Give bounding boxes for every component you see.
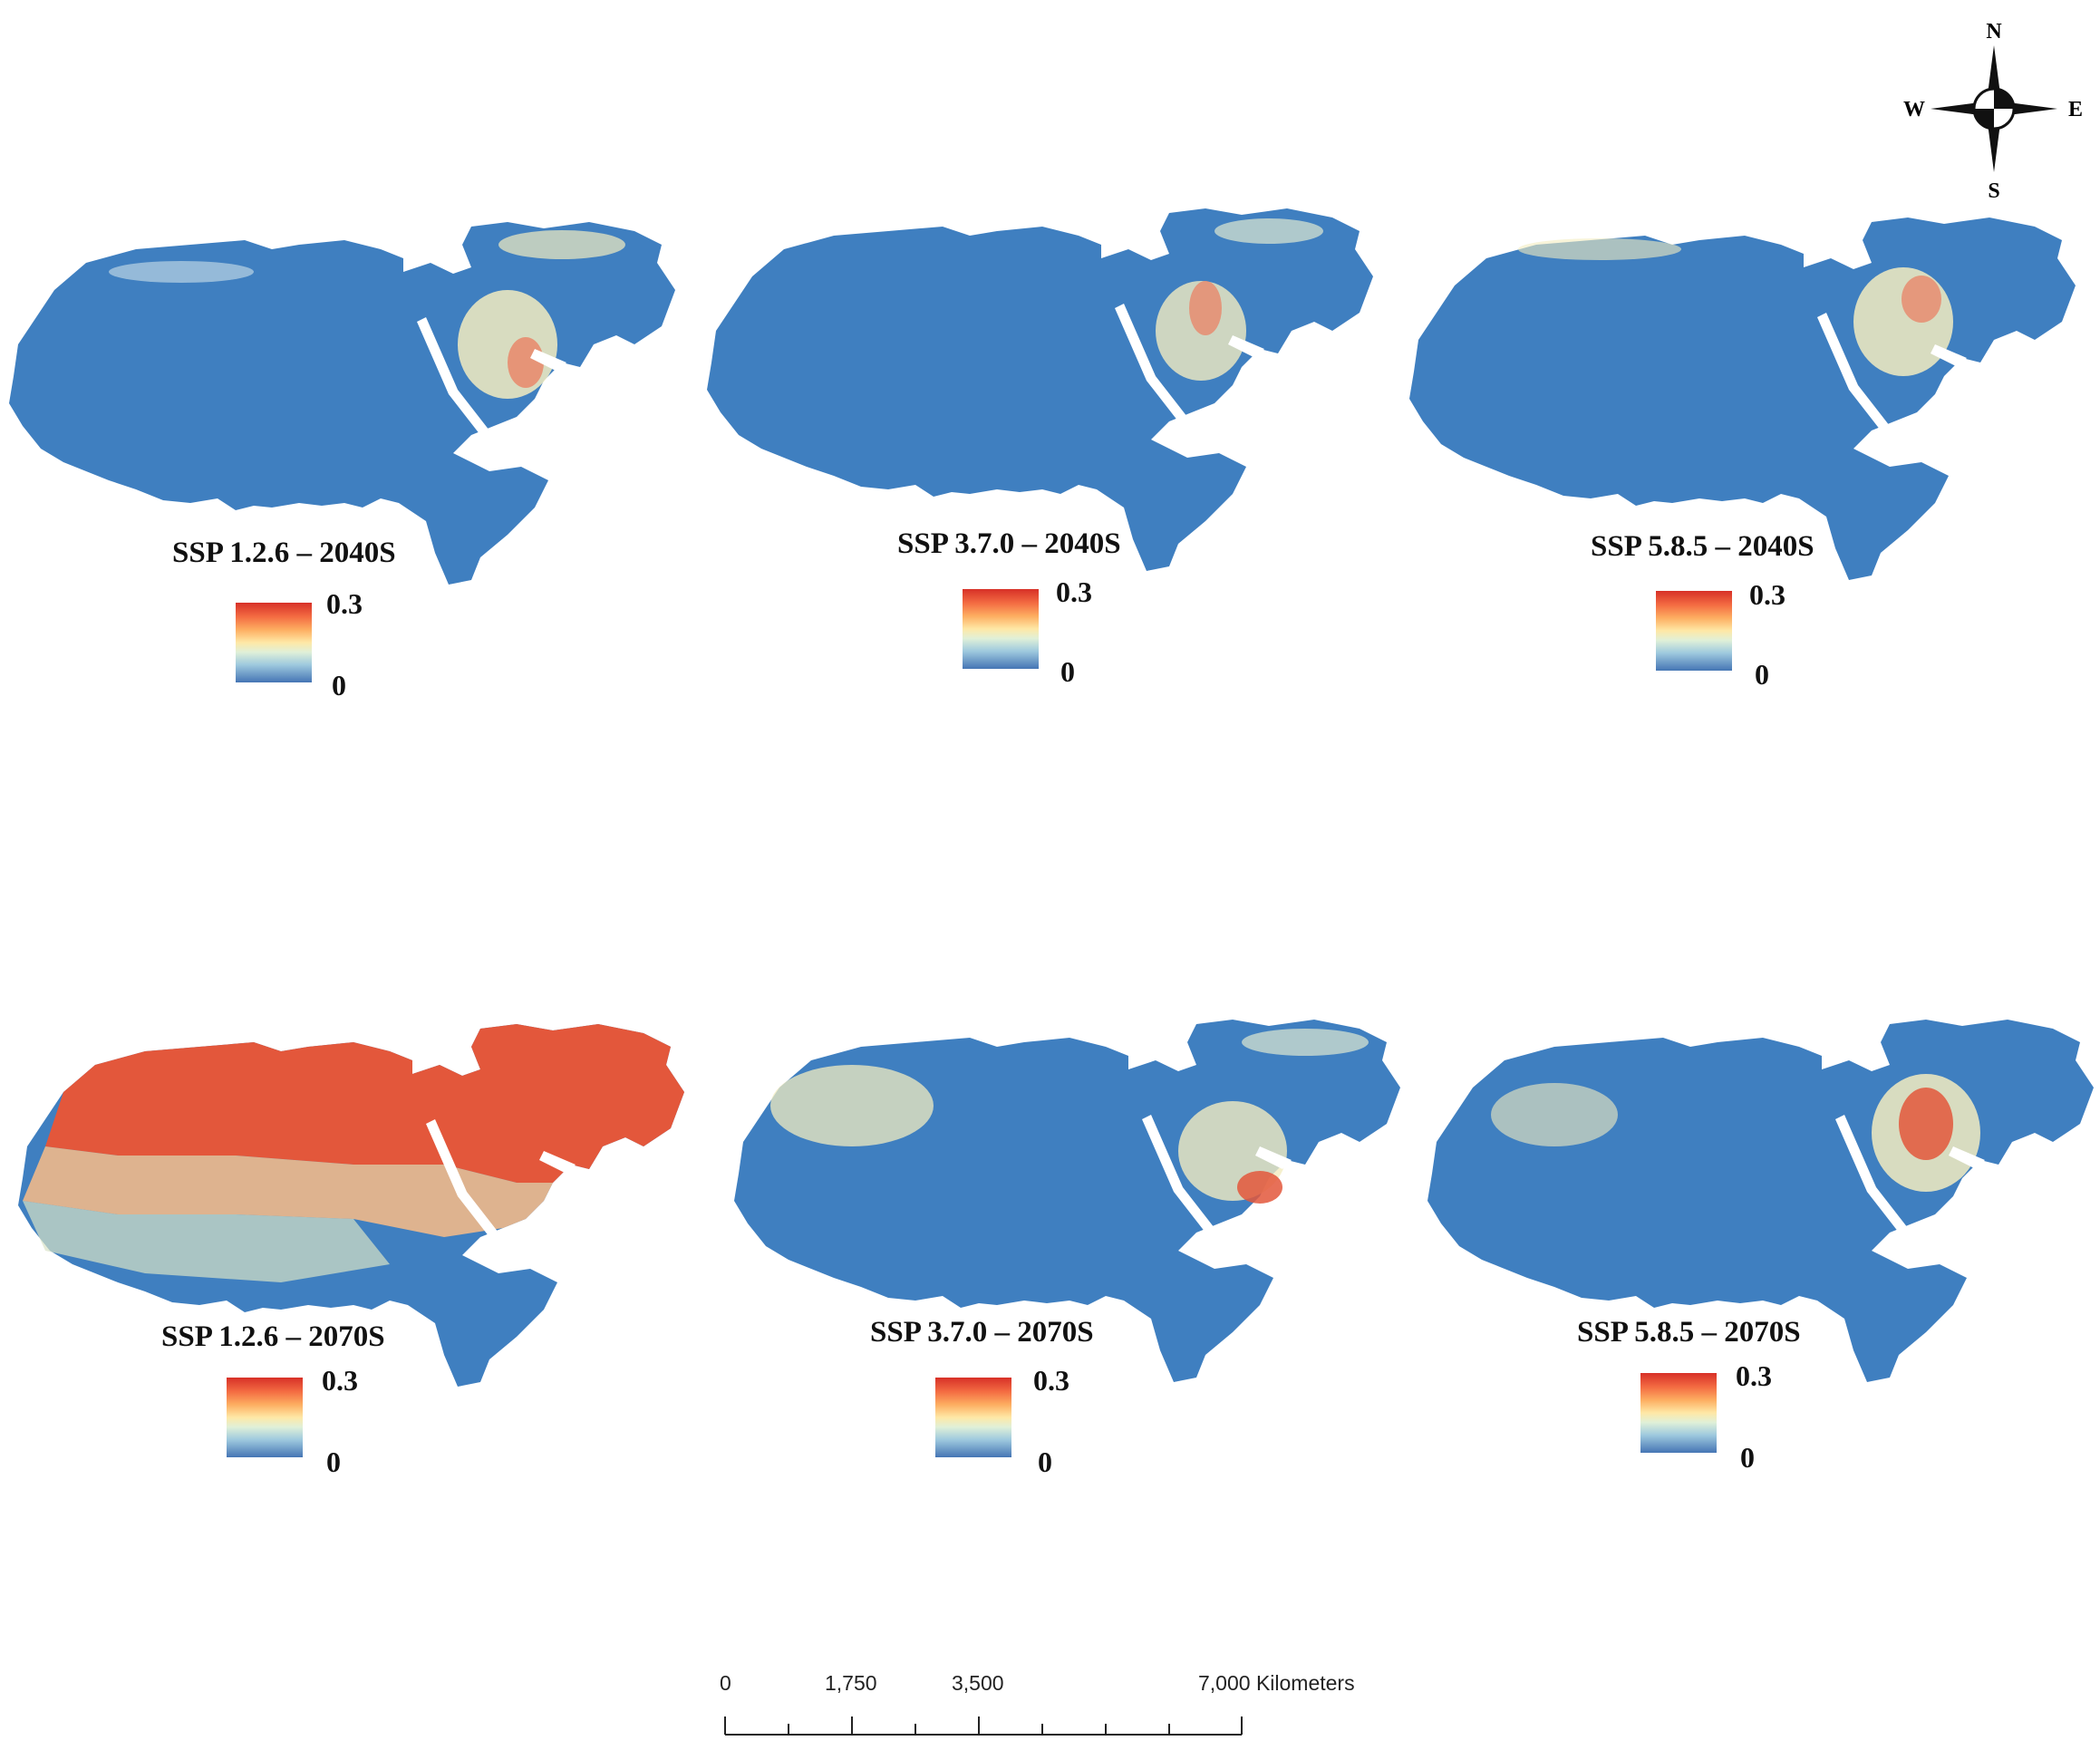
region-map (707, 208, 1373, 571)
scale-bar: 0 1,750 3,500 7,000 Kilometers (698, 1668, 1441, 1749)
hotspot (1242, 1029, 1369, 1056)
hotspot (508, 337, 544, 388)
persian-gulf (1255, 1146, 1292, 1169)
high-suitability-zone (45, 1024, 684, 1183)
compass-e: E (2068, 98, 2083, 121)
panel-title: SSP 3.7.0 – 2070S (870, 1316, 1094, 1349)
legend-min-label: 0 (326, 1446, 341, 1478)
scale-label-0: 0 (720, 1671, 731, 1695)
map-panel-ssp370-2040s (698, 195, 1387, 575)
region-map (734, 1020, 1400, 1382)
low-suitability-zone (23, 1201, 390, 1282)
scale-bar-ruler (724, 1716, 1243, 1736)
map-panel-ssp585-2040s (1400, 204, 2089, 585)
legend-min-label: 0 (1740, 1441, 1755, 1474)
scale-label-1750: 1,750 (825, 1671, 877, 1695)
panel-title: SSP 1.2.6 – 2070S (161, 1320, 385, 1353)
compass-w: W (1903, 98, 1925, 121)
region-map (1409, 218, 2076, 580)
panel-title: SSP 5.8.5 – 2040S (1591, 530, 1815, 563)
hotspot (1237, 1171, 1282, 1204)
hotspot (109, 261, 254, 283)
hotspot (1899, 1088, 1953, 1160)
legend-color-ramp (1656, 591, 1732, 671)
legend-max-label: 0.3 (326, 587, 363, 620)
map-panel-ssp585-2070s (1418, 1006, 2100, 1387)
persian-gulf (1228, 335, 1264, 358)
hotspot (1491, 1083, 1618, 1146)
legend-color-ramp (236, 603, 312, 682)
legend-max-label: 0.3 (1736, 1359, 1772, 1392)
north-arrow-icon: N S W E (1903, 18, 2085, 204)
red-sea (1115, 304, 1187, 421)
panel-title: SSP 3.7.0 – 2040S (897, 527, 1121, 560)
red-sea (1142, 1115, 1215, 1233)
panel-title: SSP 5.8.5 – 2070S (1577, 1316, 1801, 1349)
hotspot (1902, 276, 1941, 323)
hotspot (770, 1065, 934, 1146)
region-map (9, 222, 675, 585)
compass-n: N (1986, 20, 2002, 44)
persian-gulf (530, 349, 566, 372)
hotspot (1215, 218, 1323, 244)
hotspot (458, 290, 557, 399)
panel-title: SSP 1.2.6 – 2040S (172, 537, 396, 569)
legend-color-ramp (935, 1378, 1011, 1457)
map-panel-ssp370-2070s (725, 1006, 1414, 1387)
legend-min-label: 0 (1060, 655, 1075, 688)
hotspot (1189, 281, 1222, 335)
compass-s: S (1988, 179, 1999, 199)
red-sea (417, 317, 489, 435)
legend-color-ramp (963, 589, 1039, 669)
persian-gulf (539, 1151, 576, 1174)
legend-max-label: 0.3 (1056, 575, 1092, 608)
region-map (1427, 1020, 2094, 1382)
map-panel-ssp126-2040s (0, 208, 689, 589)
map-panel-ssp126-2070s (9, 1011, 698, 1391)
region-map (18, 1024, 684, 1387)
hotspot (498, 230, 625, 259)
scale-label-3500: 3,500 (952, 1671, 1004, 1695)
legend-min-label: 0 (1038, 1446, 1052, 1478)
legend-color-ramp (1640, 1373, 1717, 1453)
persian-gulf (1931, 344, 1967, 367)
red-sea (426, 1119, 498, 1237)
hotspot (1853, 267, 1953, 376)
red-sea (1817, 313, 1890, 430)
legend-max-label: 0.3 (1033, 1364, 1069, 1397)
legend-max-label: 0.3 (1749, 578, 1785, 611)
compass-rose-icon: N S W E (1903, 20, 2083, 203)
legend-min-label: 0 (1755, 658, 1769, 691)
hotspot (1518, 238, 1681, 260)
legend-color-ramp (227, 1378, 303, 1457)
red-sea (1835, 1115, 1908, 1233)
legend-min-label: 0 (332, 669, 346, 701)
legend-max-label: 0.3 (322, 1364, 358, 1397)
scale-label-7000: 7,000 Kilometers (1198, 1671, 1355, 1695)
persian-gulf (1949, 1146, 1985, 1169)
